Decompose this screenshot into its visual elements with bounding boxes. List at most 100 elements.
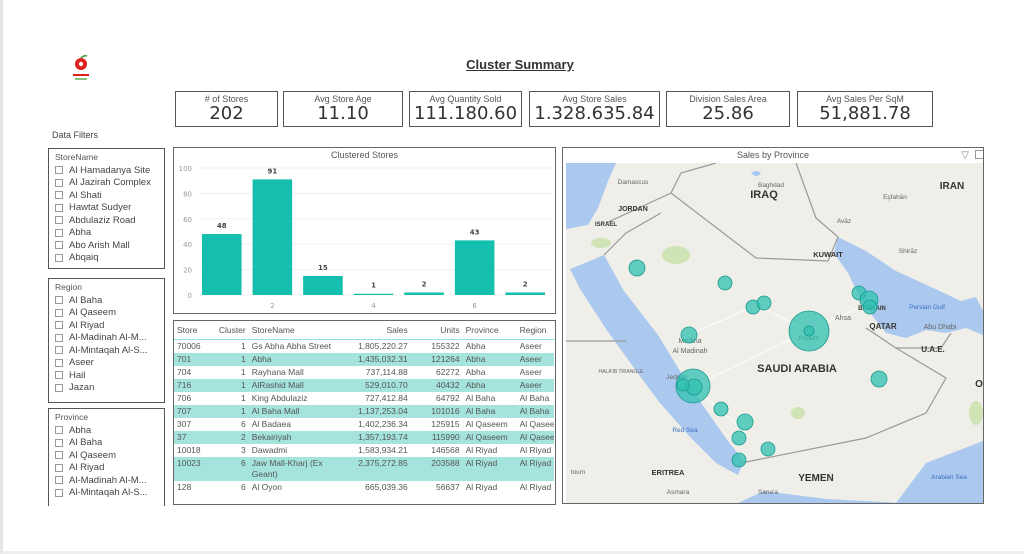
slicer-item[interactable]: Hawtat Sudyer bbox=[55, 202, 164, 215]
slicer-item[interactable]: Al Baha bbox=[55, 437, 164, 450]
table-row[interactable]: 128 6 Al Oyon 665,039.36 56637 Al Riyad Al Riy… bbox=[174, 481, 554, 494]
slicer-item[interactable]: Aseer bbox=[55, 357, 164, 370]
sales-bubble[interactable] bbox=[756, 295, 772, 311]
checkbox[interactable] bbox=[55, 166, 63, 175]
sales-bubble[interactable] bbox=[713, 401, 729, 417]
checkbox[interactable] bbox=[55, 463, 63, 472]
bar[interactable] bbox=[454, 240, 495, 295]
kpi-value: 25.86 bbox=[702, 103, 754, 124]
checkbox[interactable] bbox=[55, 308, 63, 317]
table-cell: Abha bbox=[465, 340, 486, 351]
sales-bubble[interactable] bbox=[760, 441, 776, 457]
slicer-province[interactable]: Province Abha Al Baha Al Qaseem Al Riyad Al-M… bbox=[48, 408, 165, 506]
column-header[interactable]: Region bbox=[516, 321, 554, 340]
slicer-item[interactable]: Al Qaseem bbox=[55, 449, 164, 462]
checkbox[interactable] bbox=[55, 191, 63, 200]
sales-bubble[interactable] bbox=[680, 326, 698, 344]
checkbox[interactable] bbox=[55, 383, 63, 392]
sales-bubble[interactable] bbox=[628, 259, 646, 277]
column-header[interactable]: Province bbox=[462, 321, 517, 340]
table-cell: 1,137,253.04 bbox=[335, 404, 411, 418]
sales-bubble[interactable] bbox=[676, 378, 690, 392]
y-tick-label: 40 bbox=[183, 241, 192, 249]
slicer-item[interactable]: Al Riyad bbox=[55, 319, 164, 332]
y-tick-label: 60 bbox=[183, 216, 192, 224]
slicer-region[interactable]: Region Al Baha Al Qaseem Al Riyad Al-Madinah… bbox=[48, 278, 165, 403]
column-header[interactable]: Cluster bbox=[211, 321, 249, 340]
slicer-item[interactable]: Jazan bbox=[55, 382, 164, 395]
checkbox[interactable] bbox=[55, 321, 63, 330]
checkbox[interactable] bbox=[55, 426, 63, 435]
stores-table[interactable]: Store Cluster StoreName Sales Units Province R… bbox=[173, 320, 556, 505]
sales-bubble[interactable] bbox=[870, 370, 888, 388]
checkbox[interactable] bbox=[55, 371, 63, 380]
checkbox[interactable] bbox=[55, 203, 63, 212]
slicer-item[interactable]: Al Jazirah Complex bbox=[55, 177, 164, 190]
focus-mode-icon[interactable] bbox=[975, 150, 983, 159]
slicer-item[interactable]: Abqaiq bbox=[55, 252, 164, 265]
checkbox[interactable] bbox=[55, 358, 63, 367]
bar[interactable] bbox=[252, 179, 293, 295]
checkbox[interactable] bbox=[55, 476, 63, 485]
checkbox[interactable] bbox=[55, 253, 63, 262]
slicer-item[interactable]: Al-Madinah Al-M... bbox=[55, 474, 164, 487]
slicer-item[interactable]: Al Riyad bbox=[55, 462, 164, 475]
table-row[interactable]: 307 6 Al Badaea 1,402,236.34 125915 Al Qaseem… bbox=[174, 418, 554, 431]
table-row[interactable]: 701 1 Abha 1,435,032.31 121264 Abha Aseer bbox=[174, 352, 554, 366]
sales-bubble[interactable] bbox=[731, 452, 747, 468]
table-row[interactable]: 716 1 AlRashid Mall 529,010.70 40432 Abha Asee… bbox=[174, 378, 554, 392]
bar[interactable] bbox=[404, 292, 444, 295]
table-row[interactable]: 10023 6 Jaw Mall-Kharj (Ex Geant) 2,375,272… bbox=[174, 456, 554, 481]
table-row[interactable]: 70006 1 Gs Abha Abha Street 1,805,220.27 155… bbox=[174, 339, 554, 353]
bar[interactable] bbox=[353, 293, 394, 295]
checkbox[interactable] bbox=[55, 178, 63, 187]
filter-icon[interactable]: ▽ bbox=[961, 150, 969, 161]
table-row[interactable]: 707 1 Al Baha Mall 1,137,253.04 101016 Al Bah… bbox=[174, 404, 554, 418]
checkbox[interactable] bbox=[55, 488, 63, 497]
slicer-item[interactable]: Al Shati bbox=[55, 189, 164, 202]
table-cell: Abha bbox=[465, 366, 486, 377]
table-row[interactable]: 704 1 Rayhana Mall 737,114.88 62272 Abha Aseer bbox=[174, 366, 554, 379]
sales-bubble[interactable] bbox=[862, 299, 878, 315]
checkbox[interactable] bbox=[55, 216, 63, 225]
slicer-item[interactable]: Abo Arish Mall bbox=[55, 239, 164, 252]
slicer-item[interactable]: Al-Mintaqah Al-S... bbox=[55, 344, 164, 357]
slicer-storename[interactable]: StoreName Al Hamadanya Site Al Jazirah Com… bbox=[48, 148, 165, 269]
table-row[interactable]: 706 1 King Abdulaziz 727,412.84 64792 Al Baha… bbox=[174, 392, 554, 405]
bar[interactable] bbox=[303, 275, 343, 295]
checkbox[interactable] bbox=[55, 346, 63, 355]
sales-bubble[interactable] bbox=[803, 325, 815, 337]
column-header[interactable]: Sales bbox=[335, 321, 411, 340]
data-label: 1 bbox=[371, 282, 376, 290]
slicer-item[interactable]: Al Qaseem bbox=[55, 307, 164, 320]
column-header[interactable]: Store bbox=[174, 321, 212, 340]
checkbox[interactable] bbox=[55, 296, 63, 305]
sales-bubbles[interactable] bbox=[628, 259, 888, 468]
slicer-item[interactable]: Hail bbox=[55, 369, 164, 382]
kpi-value: 11.10 bbox=[317, 103, 369, 124]
slicer-item[interactable]: Al-Mintaqah Al-S... bbox=[55, 487, 164, 500]
column-header[interactable]: StoreName bbox=[248, 321, 336, 340]
sales-bubble[interactable] bbox=[736, 413, 754, 431]
checkbox[interactable] bbox=[55, 228, 63, 237]
slicer-item[interactable]: Al-Madinah Al-M... bbox=[55, 332, 164, 345]
column-header[interactable]: Units bbox=[410, 321, 463, 340]
table-row[interactable]: 37 2 Bekairiyah 1,357,193.74 115990 Al Qaseem… bbox=[174, 430, 554, 444]
slicer-item[interactable]: Abdulaziz Road bbox=[55, 214, 164, 227]
table-cell: 1,583,934.21 bbox=[358, 444, 408, 455]
checkbox[interactable] bbox=[55, 451, 63, 460]
bar[interactable] bbox=[202, 234, 242, 295]
slicer-item[interactable]: Abha bbox=[55, 424, 164, 437]
slicer-item[interactable]: Al Hamadanya Site bbox=[55, 164, 164, 177]
checkbox[interactable] bbox=[55, 333, 63, 342]
table-row[interactable]: 10018 3 Dawadmi 1,583,934.21 146568 Al Riyad A… bbox=[174, 444, 554, 457]
bar[interactable] bbox=[505, 292, 545, 295]
slicer-item[interactable]: Al Baha bbox=[55, 294, 164, 307]
sales-bubble[interactable] bbox=[731, 430, 747, 446]
slicer-item[interactable]: Abha bbox=[55, 227, 164, 240]
sales-bubble[interactable] bbox=[717, 275, 733, 291]
checkbox[interactable] bbox=[55, 438, 63, 447]
checkbox[interactable] bbox=[55, 241, 63, 250]
sales-by-province-map[interactable]: Sales by Province ▽ Damascus Baghdad IRAQ I… bbox=[562, 147, 984, 504]
